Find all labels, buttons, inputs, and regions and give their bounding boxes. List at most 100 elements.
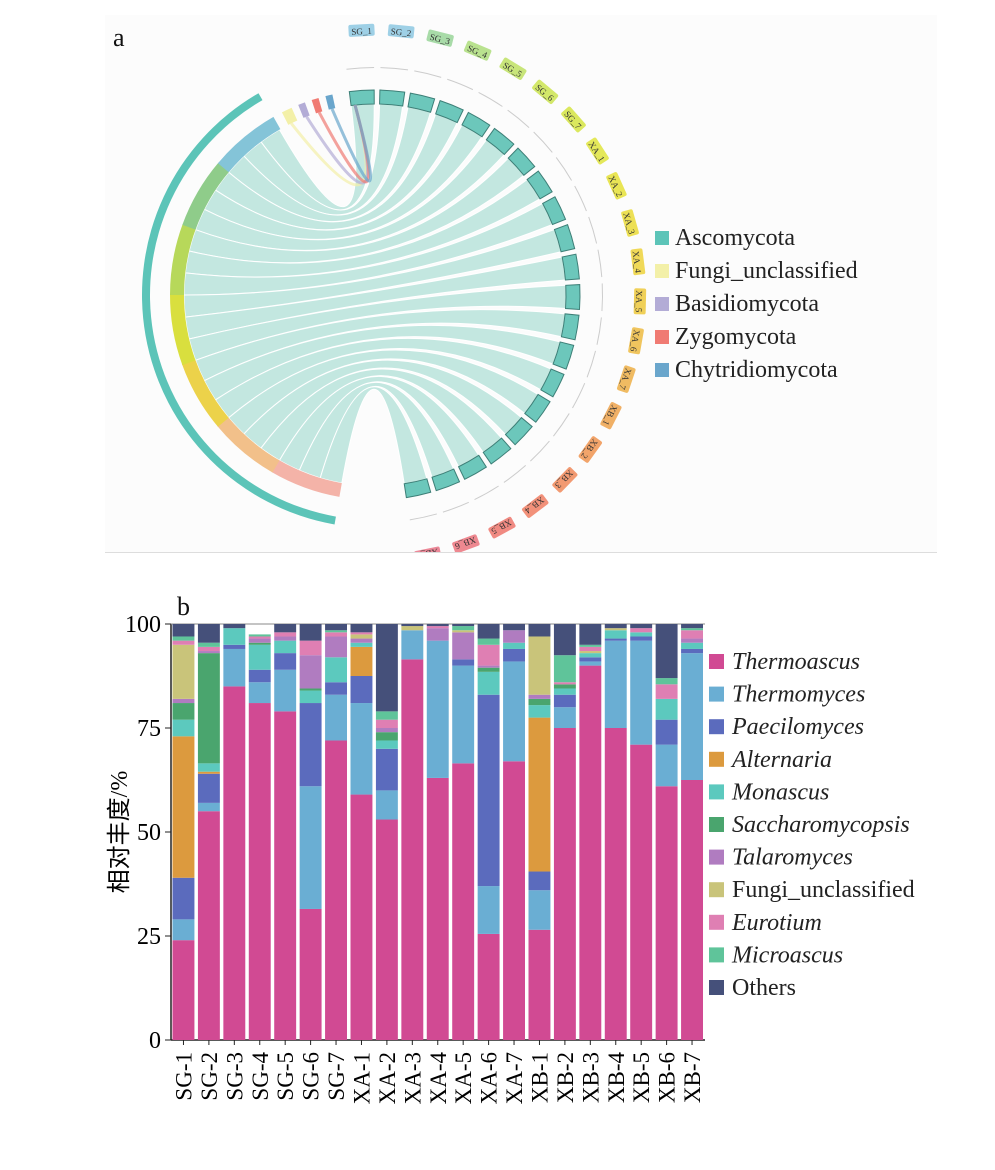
bar-segment-thermoascus bbox=[553, 728, 576, 1040]
bar-XB-7 bbox=[681, 624, 703, 1040]
sample-tick-track bbox=[414, 70, 442, 78]
phylum-ring-segment bbox=[182, 162, 230, 230]
sample-label-group: XA_4 bbox=[630, 248, 646, 276]
panel-b-label: b bbox=[177, 592, 190, 621]
bar-segment-thermoascus bbox=[528, 929, 551, 1040]
sample-tick-track bbox=[553, 413, 570, 437]
bar-XA-1 bbox=[350, 624, 373, 1040]
bar-segment-others bbox=[274, 624, 297, 633]
bar-segment-others bbox=[452, 624, 475, 627]
bar-segment-others bbox=[681, 624, 703, 629]
bar-segment-microascus bbox=[197, 642, 220, 647]
x-tick-label: SG-5 bbox=[273, 1052, 298, 1101]
sample-label: XA_1 bbox=[586, 140, 606, 164]
legend-swatch bbox=[709, 784, 724, 800]
bar-segment-thermoascus bbox=[477, 933, 500, 1040]
bar-segment-saccharomycopsis bbox=[375, 732, 398, 741]
sample-segment bbox=[540, 368, 565, 398]
sample-label-bg bbox=[522, 494, 549, 518]
sample-label-bg bbox=[616, 365, 636, 393]
legend-label: Fungi_unclassified bbox=[732, 877, 915, 903]
sample-label-group: SG_2 bbox=[387, 24, 415, 39]
legend-label: Saccharomycopsis bbox=[732, 812, 910, 838]
bar-segment-microascus bbox=[375, 711, 398, 720]
sample-segment bbox=[461, 111, 491, 138]
bar-XB-6 bbox=[655, 624, 678, 1040]
bar-segment-alternaria bbox=[528, 717, 551, 872]
sample-label-group: XB_3 bbox=[552, 467, 578, 493]
legend-swatch bbox=[709, 686, 724, 702]
sample-label-bg bbox=[578, 436, 602, 463]
sample-tick-track bbox=[572, 382, 586, 409]
phylum-ring-segment bbox=[170, 293, 196, 366]
sample-segment bbox=[507, 147, 536, 177]
bar-segment-talaromyces bbox=[172, 698, 195, 704]
legend-label: Thermomyces bbox=[732, 682, 865, 708]
sample-label-group: XA_6 bbox=[628, 327, 644, 355]
bar-segment-monascus bbox=[248, 644, 271, 670]
sample-segment bbox=[379, 89, 406, 107]
bar-segment-eurotium bbox=[375, 719, 398, 728]
bar-segment-saccharomycopsis bbox=[528, 698, 551, 706]
bar-segment-talaromyces bbox=[477, 665, 500, 668]
sample-label-group: XB_7 bbox=[414, 546, 442, 563]
bar-segment-thermomyces bbox=[248, 682, 271, 704]
bar-segment-paecilomyces bbox=[299, 703, 322, 787]
bar-segment-eurotium bbox=[655, 684, 678, 699]
legend-label: Others bbox=[732, 975, 796, 1001]
legend-swatch bbox=[709, 719, 724, 735]
bar-segment-thermomyces bbox=[452, 665, 475, 764]
sample-label-bg bbox=[561, 106, 586, 133]
bar-SG-1 bbox=[172, 624, 195, 1040]
legend-swatch bbox=[655, 231, 669, 245]
bar-segment-fungi_unclassified bbox=[452, 630, 475, 633]
panel-a-chord-diagram: a SG_1 SG_2 SG_3 SG_4 SG_5 SG_6 SG_7 XA_1 XA_2 XA… bbox=[105, 15, 937, 563]
sample-label-group: XB_4 bbox=[522, 494, 549, 518]
bar-segment-thermomyces bbox=[274, 669, 297, 712]
bar-XB-1 bbox=[528, 624, 551, 1040]
legend-label: Zygomycota bbox=[675, 324, 797, 350]
bar-segment-thermomyces bbox=[528, 890, 551, 930]
sample-segment bbox=[560, 313, 580, 341]
bar-segment-others bbox=[655, 624, 678, 679]
bar-segment-paecilomyces bbox=[655, 719, 678, 745]
sample-tick-track bbox=[447, 78, 474, 91]
bar-SG-6 bbox=[299, 624, 322, 1040]
sample-label-bg bbox=[452, 534, 480, 554]
bar-segment-monascus bbox=[350, 642, 373, 647]
bar-segment-others bbox=[477, 624, 500, 639]
bar-segment-others bbox=[503, 624, 525, 631]
bar-segment-monascus bbox=[299, 690, 322, 704]
sample-label: XA_6 bbox=[628, 329, 642, 353]
sample-tick-track bbox=[574, 185, 587, 212]
bar-segment-thermoascus bbox=[630, 744, 653, 1040]
bar-segment-paecilomyces bbox=[325, 682, 347, 695]
bar-segment-paecilomyces bbox=[248, 669, 271, 683]
bar-segment-paecilomyces bbox=[604, 638, 627, 641]
bar-segment-thermoascus bbox=[503, 761, 525, 1040]
bar-segment-talaromyces bbox=[325, 636, 347, 658]
legend-label: Ascomycota bbox=[675, 225, 795, 251]
bar-segment-eurotium bbox=[681, 630, 703, 639]
sample-segment bbox=[348, 89, 375, 107]
bar-segment-thermoascus bbox=[299, 908, 322, 1040]
bar-segment-paecilomyces bbox=[452, 659, 475, 666]
sample-label-bg bbox=[464, 40, 492, 61]
chord-ribbons bbox=[183, 103, 567, 485]
bar-segment-fungi_unclassified bbox=[579, 651, 602, 654]
x-tick-label: XA-4 bbox=[426, 1052, 451, 1105]
bar-SG-7 bbox=[325, 624, 347, 1040]
bar-segment-talaromyces bbox=[375, 728, 398, 733]
sample-segment bbox=[552, 341, 575, 370]
bar-segment-others bbox=[375, 624, 398, 712]
bar-segment-paecilomyces bbox=[477, 694, 500, 887]
bar-segment-eurotium bbox=[350, 632, 373, 635]
bar-segment-saccharomycopsis bbox=[248, 642, 271, 645]
bar-segment-paecilomyces bbox=[553, 694, 576, 708]
bar-segment-eurotium bbox=[325, 632, 347, 637]
legend-swatch bbox=[655, 330, 669, 344]
sample-label-bg bbox=[532, 79, 559, 104]
bar-segment-paecilomyces bbox=[197, 773, 220, 803]
sample-segment bbox=[403, 478, 432, 499]
bar-segment-talaromyces bbox=[274, 636, 297, 641]
